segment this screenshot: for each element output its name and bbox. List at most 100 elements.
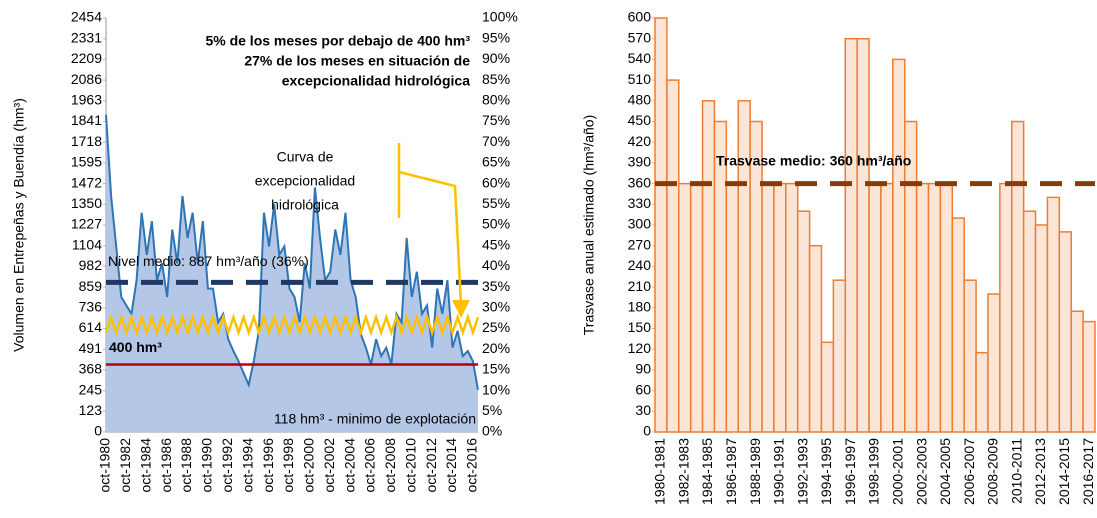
y-tick-label: 300 (628, 216, 652, 232)
x-tick-label: oct-1984 (137, 438, 153, 493)
x-tick-label: oct-1992 (219, 438, 235, 493)
bar (892, 58, 906, 433)
x-tick-label: 2002-2003 (913, 438, 929, 505)
y2-tick-label: 90% (482, 50, 510, 66)
y2-tick-label: 45% (482, 236, 510, 252)
y-tick-label: 330 (628, 195, 652, 211)
y-tick-label: 1350 (71, 195, 102, 211)
annotation: hidrológica (271, 197, 339, 213)
x-tick-label: 1982-1983 (675, 438, 691, 505)
x-tick-label: oct-1986 (158, 438, 174, 493)
y-tick-label: 420 (628, 133, 652, 149)
reference-label: Trasvase medio: 360 hm³/año (716, 152, 911, 168)
y2-tick-label: 0% (482, 423, 502, 439)
y2-tick-label: 15% (482, 361, 510, 377)
bar (844, 37, 858, 433)
bar (725, 182, 739, 433)
x-tick-label: oct-2012 (423, 438, 439, 493)
annotation: Curva de (277, 149, 334, 165)
bar (761, 182, 775, 433)
bar (773, 182, 787, 433)
reference-label: Nivel medio: 887 hm³/año (36%) (108, 253, 309, 269)
y-tick-label: 240 (628, 257, 652, 273)
y-tick-label: 480 (628, 92, 652, 108)
y-tick-label: 1718 (71, 133, 102, 149)
y2-tick-label: 35% (482, 278, 510, 294)
y-tick-label: 2086 (71, 71, 102, 87)
y-tick-label: 1963 (71, 92, 102, 108)
y-tick-label: 390 (628, 154, 652, 170)
chart: 0 123 245 368 491 614 736 859 982 1104 1227 1350 147… (11, 9, 518, 493)
area (106, 114, 478, 433)
annotation: excepcionalidad hidrológica (282, 73, 470, 89)
y-tick-label: 360 (628, 174, 652, 190)
bar (915, 182, 930, 433)
bar (1082, 320, 1096, 433)
x-tick-label: 1986-1987 (723, 438, 739, 505)
y-tick-label: 491 (79, 340, 103, 356)
line (105, 114, 479, 390)
bar (868, 182, 882, 433)
y-tick-label: 570 (628, 29, 652, 45)
annotation: 118 hm³ - minimo de explotación (274, 411, 476, 427)
x-tick-label: 1984-1985 (699, 438, 715, 505)
exceptional-curve (104, 313, 480, 337)
x-tick-label: oct-2002 (321, 438, 337, 493)
x-tick-label: oct-2008 (382, 438, 398, 493)
y-tick-label: 2454 (71, 9, 102, 25)
x-tick-label: oct-2004 (341, 438, 357, 493)
x-tick-label: 1988-1989 (747, 438, 763, 505)
bar (689, 182, 704, 433)
chart: 0 30 60 90 120 150 180 210 240 270 300 330 360 390 420… (581, 9, 1096, 505)
bar (666, 79, 680, 433)
y-tick-label: 510 (628, 71, 652, 87)
y-tick-label: 1472 (71, 174, 102, 190)
bar (808, 244, 823, 433)
y2-tick-label: 5% (482, 402, 502, 418)
x-tick-label: oct-2016 (464, 438, 480, 493)
x-tick-label: oct-1980 (97, 438, 113, 493)
bar (856, 37, 870, 433)
annotation: 5% de los meses por debajo de 400 hm³ (205, 33, 470, 49)
y-tick-label: 245 (79, 381, 103, 397)
y-tick-label: 1104 (72, 236, 102, 252)
x-tick-label: 1980-1981 (652, 438, 668, 505)
y2-tick-label: 100% (482, 9, 518, 25)
x-tick-label: oct-1996 (260, 438, 276, 493)
bar (1022, 210, 1037, 433)
bar (1070, 310, 1084, 433)
y-tick-label: 123 (79, 402, 103, 418)
y-tick-label: 450 (628, 112, 652, 128)
y-tick-label: 0 (643, 423, 651, 439)
x-tick-label: 2010-2011 (1008, 438, 1024, 504)
x-tick-label: 2004-2005 (937, 438, 953, 505)
y-tick-label: 600 (628, 9, 652, 25)
y-tick-label: 736 (79, 299, 103, 315)
y-tick-label: 540 (628, 50, 652, 66)
y-tick-label: 30 (635, 402, 651, 418)
bar (785, 182, 799, 433)
y-tick-label: 1595 (71, 154, 102, 170)
bar (880, 182, 894, 433)
x-tick-label: oct-1990 (199, 438, 215, 493)
y2-tick-label: 55% (482, 195, 510, 211)
x-tick-label: 2012-2013 (1032, 438, 1048, 505)
y2-tick-label: 65% (482, 154, 510, 170)
bar (939, 182, 954, 433)
y-tick-label: 60 (635, 381, 651, 397)
reference-label: 400 hm³ (109, 339, 162, 355)
y2-tick-label: 80% (482, 92, 510, 108)
y2-tick-label: 25% (482, 319, 510, 335)
y2-tick-label: 85% (482, 71, 510, 87)
y-tick-label: 859 (79, 278, 103, 294)
y-axis-label: Trasvase anual estimado (hm³/año) (581, 115, 597, 335)
bar (820, 341, 835, 433)
bar (951, 217, 965, 433)
y-tick-label: 150 (628, 319, 652, 335)
y2-tick-label: 70% (482, 133, 510, 149)
bar (963, 279, 977, 433)
x-tick-label: oct-2010 (402, 438, 418, 493)
y2-tick-label: 10% (482, 381, 510, 397)
y-tick-label: 210 (628, 278, 652, 294)
bar (927, 182, 942, 433)
